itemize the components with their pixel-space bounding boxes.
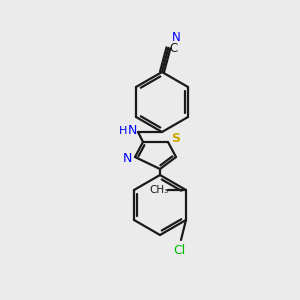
- Text: H: H: [119, 126, 127, 136]
- Text: N: N: [122, 152, 132, 166]
- Text: CH₃: CH₃: [149, 185, 169, 195]
- Text: N: N: [127, 124, 137, 137]
- Text: C: C: [169, 42, 178, 56]
- Text: Cl: Cl: [173, 244, 185, 256]
- Text: N: N: [172, 31, 181, 44]
- Text: S: S: [172, 133, 181, 146]
